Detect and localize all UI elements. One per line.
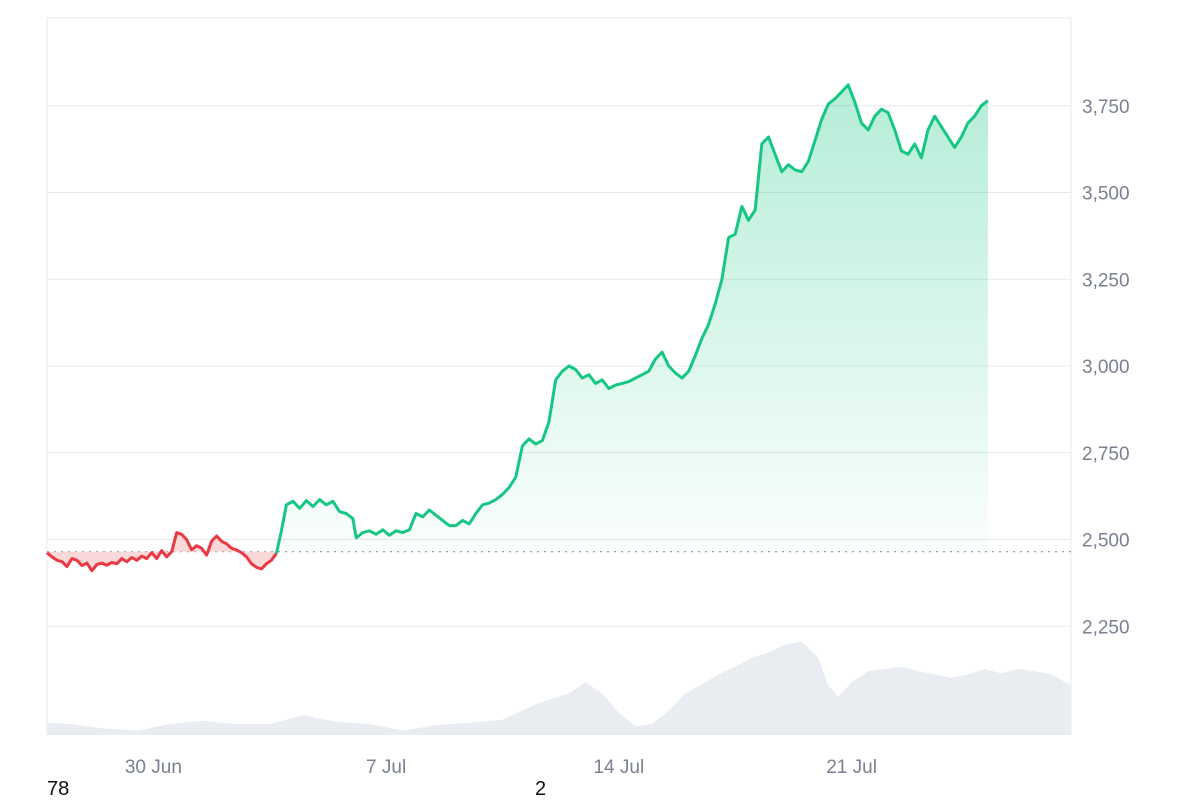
y-tick-label: 2,750 bbox=[1082, 444, 1130, 465]
x-tick-label: 7 Jul bbox=[366, 757, 406, 778]
x-tick-label: 30 Jun bbox=[125, 757, 182, 778]
volume-area bbox=[47, 641, 1071, 735]
x-tick-label: 21 Jul bbox=[826, 757, 877, 778]
x-tick-label: 14 Jul bbox=[593, 757, 644, 778]
footer-left-label: 78 bbox=[47, 778, 70, 800]
price-line-down bbox=[46, 531, 278, 573]
price-line-up bbox=[274, 83, 989, 554]
y-tick-label: 3,250 bbox=[1082, 270, 1130, 291]
y-tick-label: 2,250 bbox=[1082, 617, 1130, 638]
y-tick-label: 3,000 bbox=[1082, 357, 1130, 378]
y-tick-label: 3,500 bbox=[1082, 184, 1130, 205]
y-tick-label: 3,750 bbox=[1082, 97, 1130, 118]
footer-middle-label: 2 bbox=[535, 778, 547, 800]
above-baseline-fill bbox=[276, 84, 988, 554]
below-baseline-fill bbox=[47, 532, 277, 571]
y-tick-label: 2,500 bbox=[1082, 531, 1130, 552]
